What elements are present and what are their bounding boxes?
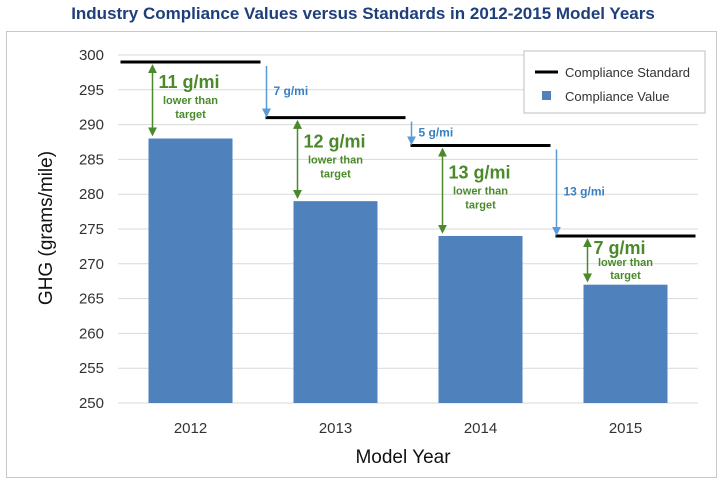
x-tick-label: 2012	[174, 420, 207, 437]
legend-standard-label: Compliance Standard	[565, 65, 690, 80]
legend: Compliance Standard Compliance Value	[523, 50, 706, 114]
y-tick-label: 270	[79, 256, 104, 273]
gap-value-label: 7 g/mi	[594, 238, 646, 258]
gap-note-label: target	[320, 168, 351, 180]
gap-note-label: target	[610, 270, 641, 282]
bar	[583, 284, 668, 403]
standard-lines	[120, 60, 696, 238]
gap-value-label: 12 g/mi	[304, 131, 366, 151]
gap-note-label: lower than	[598, 257, 653, 269]
gap-note-label: target	[465, 200, 496, 212]
y-tick-label: 295	[79, 82, 104, 99]
y-tick-label: 265	[79, 291, 104, 308]
gap-note-label: target	[175, 109, 206, 121]
drop-value-label: 7 g/mi	[274, 84, 309, 98]
bar	[438, 235, 523, 403]
y-tick-label: 280	[79, 186, 104, 203]
y-axis-title: GHG (grams/mile)	[36, 151, 57, 305]
legend-box	[523, 50, 706, 114]
y-tick-label: 285	[79, 151, 104, 168]
gap-value-label: 13 g/mi	[449, 163, 511, 183]
drop-value-label: 13 g/mi	[564, 185, 605, 199]
x-tick-label: 2015	[609, 420, 642, 437]
gap-note-label: lower than	[453, 186, 508, 198]
chart-title: Industry Compliance Values versus Standa…	[71, 4, 655, 23]
legend-value-swatch	[542, 91, 551, 100]
gap-note-label: lower than	[163, 95, 218, 107]
y-tick-label: 290	[79, 117, 104, 134]
bars	[148, 138, 668, 403]
x-tick-label: 2013	[319, 420, 352, 437]
bar	[293, 201, 378, 403]
y-tick-label: 300	[79, 47, 104, 64]
y-tick-label: 275	[79, 221, 104, 238]
y-tick-label: 250	[79, 395, 104, 412]
y-tick-label: 260	[79, 325, 104, 342]
y-tick-label: 255	[79, 360, 104, 377]
gap-note-label: lower than	[308, 154, 363, 166]
tick-labels: 250 255 260 265 270 275 280 285 290 295 300 2012 201…	[79, 47, 642, 437]
drop-value-label: 5 g/mi	[419, 126, 454, 140]
bar	[148, 138, 233, 403]
gap-value-label: 11 g/mi	[159, 72, 220, 92]
legend-value-label: Compliance Value	[565, 89, 670, 104]
x-axis-title: Model Year	[355, 447, 451, 468]
x-tick-label: 2014	[464, 420, 497, 437]
